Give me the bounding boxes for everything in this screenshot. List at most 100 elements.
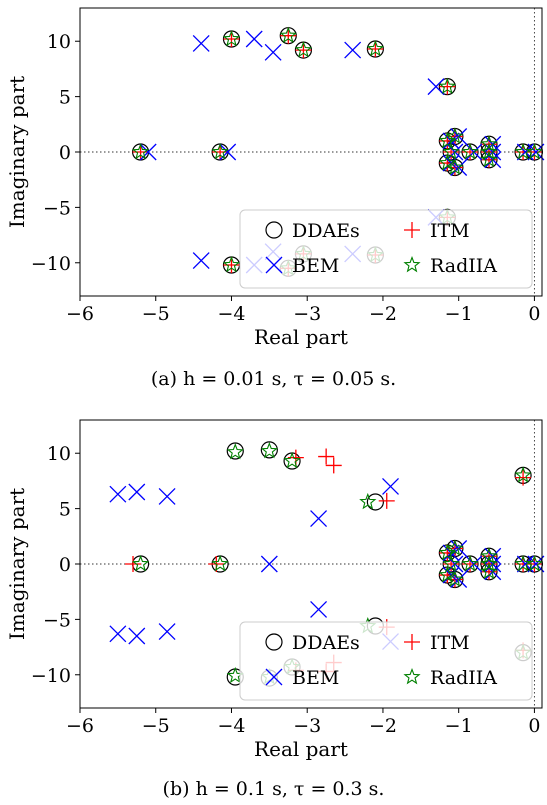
itm-point xyxy=(223,256,240,273)
bem-point xyxy=(219,143,237,161)
ddaes-point xyxy=(226,442,244,460)
radiia-point xyxy=(438,131,456,149)
x-tick-label: −3 xyxy=(293,303,321,325)
radiia-point xyxy=(461,142,479,160)
radiia-point xyxy=(461,554,479,572)
x-tick-label: 0 xyxy=(528,715,540,737)
y-tick-label: 5 xyxy=(59,87,71,109)
x-tick-label: −1 xyxy=(445,303,473,325)
bem-point xyxy=(158,487,176,505)
x-tick-label: −5 xyxy=(142,303,170,325)
panel-a-caption: (a) h = 0.01 s, τ = 0.05 s. xyxy=(150,368,397,390)
legend-bem-label: BEM xyxy=(292,667,339,689)
bem-point xyxy=(264,43,282,61)
radiia-point xyxy=(283,451,301,469)
bem-point xyxy=(128,627,146,645)
legend-itm-label: ITM xyxy=(430,220,470,242)
y-tick-label: 0 xyxy=(59,554,71,576)
radiia-point xyxy=(222,29,241,47)
itm-point xyxy=(439,78,456,95)
bem-point xyxy=(192,34,210,52)
radiia-point xyxy=(525,554,544,572)
bem-point xyxy=(344,41,362,59)
bem-point xyxy=(245,30,263,48)
legend-ddaes-label: DDAEs xyxy=(292,632,360,654)
radiia-point xyxy=(131,142,150,160)
x-tick-label: −2 xyxy=(369,303,397,325)
itm-point xyxy=(125,556,142,572)
y-tick-label: −5 xyxy=(43,197,71,219)
x-axis-label: Real part xyxy=(254,325,348,349)
y-axis-label: Imaginary part xyxy=(5,488,29,640)
bem-point xyxy=(310,600,328,618)
radiia-point xyxy=(446,127,464,144)
x-tick-label: −2 xyxy=(369,715,397,737)
x-axis-label: Real part xyxy=(254,737,348,761)
radiia-point xyxy=(438,77,456,94)
radiia-point xyxy=(438,154,456,171)
y-tick-label: 5 xyxy=(59,499,71,521)
ddaes-point xyxy=(260,441,278,459)
x-tick-label: −3 xyxy=(293,715,321,737)
legend-ddaes-marker xyxy=(265,633,283,651)
radiia-point xyxy=(480,554,498,572)
bem-point xyxy=(109,485,127,503)
itm-point xyxy=(212,144,229,160)
radiia-point xyxy=(222,255,241,273)
radiia-point xyxy=(279,26,297,44)
bem-point xyxy=(260,555,278,573)
legend: DDAEs ITM BEM RadIIA xyxy=(239,209,533,289)
legend: DDAEs ITM BEM RadIIA xyxy=(239,621,533,701)
legend-box xyxy=(239,209,533,289)
legend-bem-label: BEM xyxy=(292,255,339,277)
bem-point xyxy=(128,483,146,501)
itm-point xyxy=(526,144,543,160)
radiia-point xyxy=(480,547,498,564)
radiia-point xyxy=(131,554,150,572)
itm-point xyxy=(378,492,395,509)
radiia-point xyxy=(366,39,384,57)
legend-radiia-label: RadIIA xyxy=(430,255,497,277)
y-tick-label: −10 xyxy=(31,253,71,275)
bem-point xyxy=(192,252,210,270)
y-tick-label: −5 xyxy=(43,609,71,631)
x-tick-label: −4 xyxy=(217,303,245,325)
itm-point xyxy=(280,27,297,44)
legend-itm-marker xyxy=(404,222,420,238)
radiia-point xyxy=(446,539,464,556)
x-tick-label: −6 xyxy=(66,715,94,737)
radiia-point xyxy=(480,142,498,160)
radiia-point xyxy=(226,443,244,460)
radiia-point xyxy=(446,570,464,587)
radiia-point xyxy=(480,150,498,168)
itm-point xyxy=(132,144,149,160)
itm-point xyxy=(462,556,479,572)
legend-radiia-label: RadIIA xyxy=(430,667,497,689)
y-tick-label: 10 xyxy=(47,443,71,465)
x-tick-label: −4 xyxy=(217,715,245,737)
radiia-point xyxy=(525,142,544,160)
y-tick-label: 0 xyxy=(59,142,71,164)
y-tick-label: −10 xyxy=(31,665,71,687)
itm-point xyxy=(462,144,479,160)
itm-point xyxy=(318,448,335,465)
legend-bem-marker xyxy=(265,256,283,274)
x-tick-label: −6 xyxy=(66,303,94,325)
x-tick-label: −5 xyxy=(142,715,170,737)
legend-bem-marker xyxy=(265,668,283,686)
itm-point xyxy=(515,469,532,486)
radiia-point xyxy=(359,492,377,510)
x-tick-label: 0 xyxy=(528,303,540,325)
radiia-point xyxy=(446,158,464,175)
panel-b-caption: (b) h = 0.1 s, τ = 0.3 s. xyxy=(162,778,385,800)
radiia-point xyxy=(480,562,498,580)
legend-itm-marker xyxy=(404,634,420,650)
legend-radiia-marker xyxy=(403,255,421,273)
bem-point xyxy=(139,143,157,161)
x-tick-label: −1 xyxy=(445,715,473,737)
itm-point xyxy=(325,457,342,474)
legend-itm-label: ITM xyxy=(430,632,470,654)
